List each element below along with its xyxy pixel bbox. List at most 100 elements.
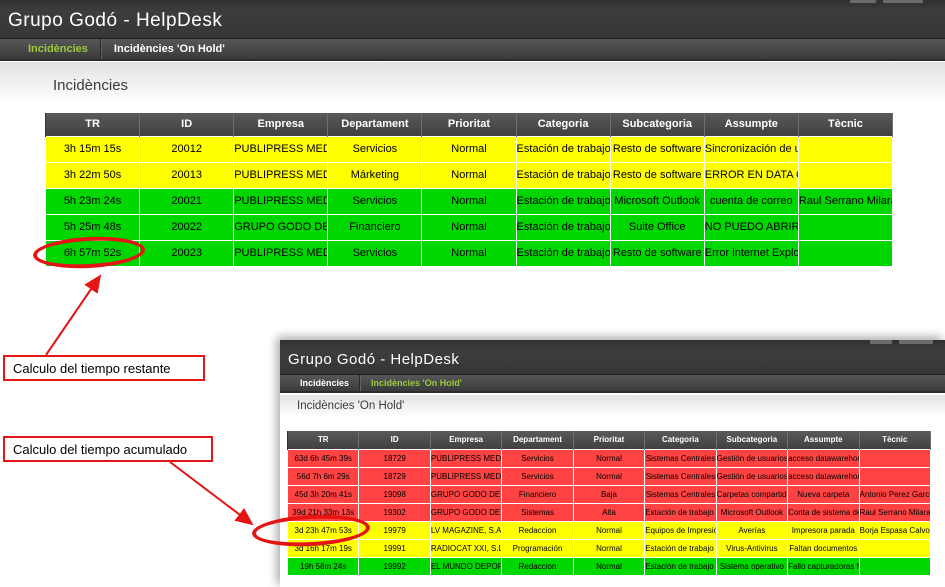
- column-header-empresa[interactable]: Empresa: [233, 113, 329, 136]
- column-header-categoria[interactable]: Categoria: [515, 113, 611, 136]
- cell: PUBLIPRESS MEDIA, S: [233, 161, 329, 189]
- cell: 20021: [139, 187, 235, 215]
- cell: EL MUNDO DEPORTI: [429, 556, 503, 576]
- cell: 19991: [358, 538, 431, 558]
- table-header-row: TR ID Empresa Departament Prioritat Categoria…: [286, 431, 931, 449]
- column-header-categoria[interactable]: Categoria: [644, 431, 717, 449]
- cell: Baja: [572, 484, 646, 504]
- cell: acceso datawarehous: [787, 466, 860, 486]
- cell: Normal: [421, 161, 517, 189]
- on-hold-incidents-table: TR ID Empresa Departament Prioritat Categoria…: [286, 431, 931, 576]
- cell: PUBLIPRESS MEDIA, S: [233, 187, 329, 215]
- column-header-prioritat[interactable]: Prioritat: [421, 113, 517, 136]
- cell: Resto de software: [609, 161, 705, 189]
- column-header-subcategoria[interactable]: Subcategoria: [609, 113, 705, 136]
- clipped-user-links[interactable]: [870, 340, 933, 344]
- cell: 39d 21h 33m 13s: [286, 502, 360, 522]
- cell: Alta: [572, 502, 646, 522]
- column-header-empresa[interactable]: Empresa: [429, 431, 503, 449]
- cell: Error internet Explorer: [703, 239, 799, 267]
- cell: 5h 25m 48s: [44, 213, 141, 241]
- nav-tab-incidencies-on-hold[interactable]: Incidències 'On Hold': [371, 378, 462, 388]
- table-header-row: TR ID Empresa Departament Prioritat Categoria…: [44, 113, 894, 136]
- cell: Virus-Antivirus: [715, 538, 789, 558]
- cell: Sistemas Centrales: [644, 466, 717, 486]
- table-row[interactable]: 3d 23h 47m 53s 19979 LV MAGAZINE, S.A. Reda…: [286, 520, 931, 540]
- column-header-tr[interactable]: TR: [44, 113, 141, 136]
- cell: ERROR EN DATA CUA: [703, 161, 799, 189]
- cell: Normal: [572, 520, 646, 540]
- column-header-departament[interactable]: Departament: [501, 431, 574, 449]
- column-header-id[interactable]: ID: [139, 113, 235, 136]
- cell: 19979: [358, 520, 431, 540]
- nav-tab-incidencies[interactable]: Incidències: [28, 43, 88, 55]
- cell: [797, 213, 894, 241]
- cell: 3d 16h 17m 19s: [286, 538, 360, 558]
- cell: Normal: [572, 448, 646, 468]
- table-row[interactable]: 3d 16h 17m 19s 19991 RADIOCAT XXI, S.L. Pro…: [286, 538, 931, 558]
- cell: 20022: [139, 213, 235, 241]
- column-header-assumpte[interactable]: Assumpte: [787, 431, 860, 449]
- cell: 45d 3h 20m 41s: [286, 484, 360, 504]
- column-header-prioritat[interactable]: Prioritat: [572, 431, 646, 449]
- cell: Estación de trabajo So: [644, 502, 717, 522]
- nav-tab-incidencies[interactable]: Incidències: [300, 378, 350, 388]
- nav-tab-incidencies-on-hold[interactable]: Incidències 'On Hold': [113, 43, 225, 55]
- cell: Estación de trabajo So: [515, 187, 611, 215]
- clipped-user-links[interactable]: [850, 0, 923, 3]
- cell: 19992: [358, 556, 431, 576]
- cell: Redaccion: [501, 556, 574, 576]
- cell: 6h 57m 52s: [44, 239, 141, 267]
- window-incidencies-on-hold: Grupo Godó - HelpDesk Incidències Incidè…: [280, 340, 945, 587]
- column-header-t-cnic[interactable]: Tècnic: [797, 113, 894, 136]
- column-header-departament[interactable]: Departament: [327, 113, 423, 136]
- cell: Raul Serrano Milara: [858, 502, 931, 522]
- cell: Gestión de usuarios: [715, 466, 789, 486]
- cell: Normal: [572, 538, 646, 558]
- column-header-id[interactable]: ID: [358, 431, 431, 449]
- app-title: Grupo Godó - HelpDesk: [288, 351, 460, 368]
- annotation-label-tiempo-restante: Calculo del tiempo restante: [3, 355, 205, 381]
- cell: Raul Serrano Milara: [797, 187, 894, 215]
- column-header-t-cnic[interactable]: Tècnic: [858, 431, 931, 449]
- cell: RADIOCAT XXI, S.L.: [429, 538, 503, 558]
- cell: 20012: [139, 135, 235, 163]
- content-gradient-band: [0, 62, 945, 104]
- cell: Estación de trabajo So: [515, 239, 611, 267]
- column-header-subcategoria[interactable]: Subcategoria: [715, 431, 789, 449]
- cell: GRUPO GODO DE CO: [429, 484, 503, 504]
- cell: [858, 466, 931, 486]
- cell: acceso datawarehous: [787, 448, 860, 468]
- cell: Servicios: [327, 135, 423, 163]
- column-header-assumpte[interactable]: Assumpte: [703, 113, 799, 136]
- cell: PUBLIPRESS MEDIA, S: [233, 135, 329, 163]
- cell: [858, 448, 931, 468]
- cell: 20013: [139, 161, 235, 189]
- cell: Borja Espasa Calvo: [858, 520, 931, 540]
- cell: Márketing: [327, 161, 423, 189]
- cell: Sistemas Centrales: [644, 448, 717, 468]
- cell: 19h 58m 24s: [286, 556, 360, 576]
- cell: Resto de software: [609, 239, 705, 267]
- cell: Suite Office: [609, 213, 705, 241]
- page-title: Incidències 'On Hold': [297, 400, 405, 412]
- cell: Equipos de Impresión: [644, 520, 717, 540]
- cell: PUBLIPRESS MEDIA, S: [429, 448, 503, 468]
- app-title: Grupo Godó - HelpDesk: [8, 10, 223, 31]
- column-header-tr[interactable]: TR: [286, 431, 360, 449]
- nav-separator: [99, 39, 102, 59]
- cell: Estación de trabajo So: [515, 161, 611, 189]
- cell: Sistema operativo: [715, 556, 789, 576]
- cell: Resto de software: [609, 135, 705, 163]
- cell: Microsoft Outlook: [715, 502, 789, 522]
